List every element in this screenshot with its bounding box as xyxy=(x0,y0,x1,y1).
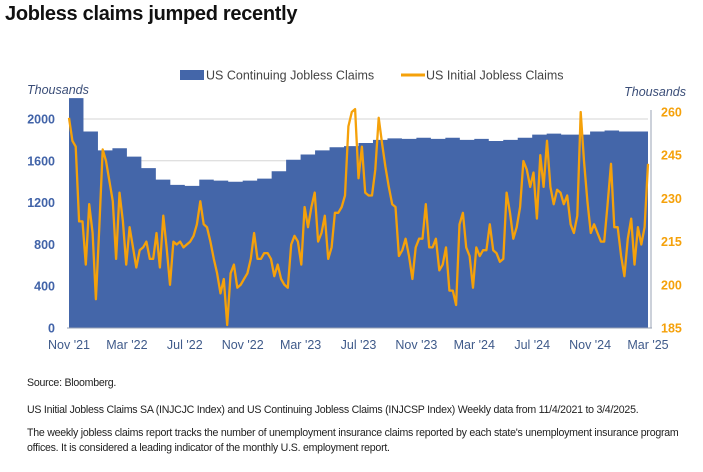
explanation-note: The weekly jobless claims report tracks … xyxy=(27,427,679,454)
x-tick-label: Mar '23 xyxy=(280,338,321,352)
right-tick-label: 245 xyxy=(661,149,682,163)
x-tick-label: Jul '22 xyxy=(167,338,203,352)
left-tick-label: 800 xyxy=(34,238,55,252)
x-tick-label: Nov '24 xyxy=(569,338,611,352)
initial-claims-line xyxy=(67,107,650,327)
right-tick-label: 230 xyxy=(661,192,682,206)
x-tick-label: Nov '22 xyxy=(222,338,264,352)
legend-label-continuing: US Continuing Jobless Claims xyxy=(206,69,374,83)
x-tick-label: Nov '21 xyxy=(48,338,90,352)
legend: US Continuing Jobless Claims US Initial … xyxy=(180,69,564,83)
x-tick-label: Mar '25 xyxy=(627,338,668,352)
right-tick-label: 200 xyxy=(661,278,682,292)
x-tick-label: Nov '23 xyxy=(395,338,437,352)
left-tick-label: 1200 xyxy=(27,196,55,210)
x-tick-label: Jul '23 xyxy=(341,338,377,352)
data-description: US Initial Jobless Claims SA (INJCJC Ind… xyxy=(27,404,639,416)
continuing-claims-area xyxy=(69,98,648,328)
legend-swatch-continuing xyxy=(180,70,204,80)
x-tick-label: Jul '24 xyxy=(514,338,550,352)
legend-label-initial: US Initial Jobless Claims xyxy=(426,69,564,83)
right-tick-label: 215 xyxy=(661,235,682,249)
jobless-claims-chart: US Continuing Jobless Claims US Initial … xyxy=(27,69,686,353)
left-tick-label: 1600 xyxy=(27,154,55,168)
x-tick-label: Mar '22 xyxy=(106,338,147,352)
x-tick-label: Mar '24 xyxy=(454,338,495,352)
left-tick-label: 0 xyxy=(48,322,55,336)
right-axis-unit: Thousands xyxy=(624,85,686,99)
chart-title: Jobless claims jumped recently xyxy=(5,3,298,25)
right-tick-label: 185 xyxy=(661,322,682,336)
left-tick-label: 400 xyxy=(34,280,55,294)
left-tick-label: 2000 xyxy=(27,113,55,127)
left-axis-unit: Thousands xyxy=(27,83,89,97)
source-note: Source: Bloomberg. xyxy=(27,377,117,389)
right-tick-label: 260 xyxy=(661,106,682,120)
